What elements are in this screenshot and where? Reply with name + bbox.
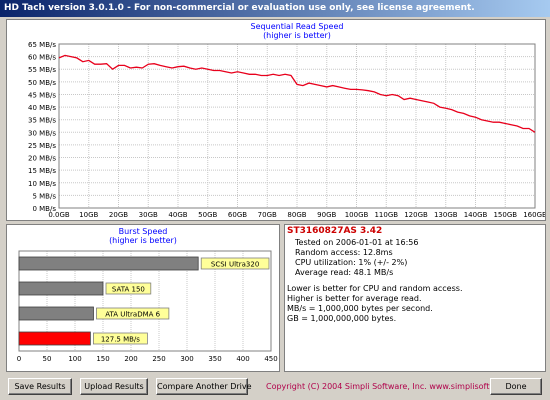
burst-bar-label: 127.5 MB/s — [101, 336, 140, 344]
x-tick-label: 200 — [124, 355, 137, 363]
chart-subtitle: (higher is better) — [109, 236, 177, 245]
x-tick-label: 140GB — [464, 211, 488, 219]
y-tick-label: 25 MB/s — [28, 142, 56, 150]
x-tick-label: 400 — [236, 355, 249, 363]
x-tick-label: 60GB — [228, 211, 247, 219]
x-tick-label: 0 — [17, 355, 21, 363]
x-tick-label: 150 — [96, 355, 109, 363]
x-tick-label: 10GB — [79, 211, 98, 219]
y-tick-label: 50 MB/s — [28, 79, 56, 87]
burst-bar — [18, 331, 91, 346]
x-tick-label: 20GB — [109, 211, 128, 219]
note-line: Higher is better for average read. — [287, 294, 422, 303]
y-tick-label: 35 MB/s — [28, 117, 56, 125]
read-speed-line — [58, 54, 536, 133]
x-tick-label: 150GB — [493, 211, 517, 219]
x-tick-label: 110GB — [374, 211, 398, 219]
y-tick-label: 0 MB/s — [32, 205, 56, 213]
x-tick-label: 50 — [43, 355, 52, 363]
burst-bar-label-box — [93, 332, 148, 345]
y-tick-label: 15 MB/s — [28, 167, 56, 175]
x-tick-label: 250 — [152, 355, 165, 363]
x-tick-label: 450 — [264, 355, 277, 363]
y-tick-label: 20 MB/s — [28, 155, 56, 163]
x-tick-label: 70GB — [258, 211, 277, 219]
compare-another-drive-button[interactable]: Compare Another Drive — [156, 378, 252, 395]
y-tick-label: 45 MB/s — [28, 91, 56, 99]
x-tick-label: 120GB — [404, 211, 428, 219]
x-tick-label: 300 — [180, 355, 193, 363]
plot-frame — [58, 43, 536, 209]
burst-bar-label-box — [200, 257, 270, 270]
y-tick-label: 60 MB/s — [28, 54, 56, 62]
burst-bar-label: SATA 150 — [112, 286, 145, 294]
note-line: GB = 1,000,000,000 bytes. — [287, 314, 397, 323]
burst-bar-label: ATA UltraDMA 6 — [105, 311, 160, 319]
x-tick-label: 40GB — [168, 211, 187, 219]
upload-results-button[interactable]: Upload Results — [80, 378, 148, 395]
y-tick-label: 5 MB/s — [32, 192, 56, 200]
x-tick-label: 130GB — [434, 211, 458, 219]
x-tick-label: 50GB — [198, 211, 217, 219]
chart-subtitle: (higher is better) — [263, 31, 331, 40]
burst-bar — [18, 256, 199, 271]
chart-title: Burst Speed — [119, 227, 168, 236]
copyright-text: Copyright (C) 2004 Simpli Software, Inc.… — [266, 382, 529, 391]
note-line: MB/s = 1,000,000 bytes per second. — [287, 304, 433, 313]
x-tick-label: 80GB — [287, 211, 306, 219]
x-tick-label: 0.0GB — [48, 211, 70, 219]
chart-title: Sequential Read Speed — [251, 22, 344, 31]
done-button[interactable]: Done — [490, 378, 542, 395]
x-tick-label: 350 — [208, 355, 221, 363]
x-tick-label: 90GB — [317, 211, 336, 219]
drive-info-panel: ST3160827AS 3.42 Tested on 2006-01-01 at… — [284, 224, 546, 372]
sequential-read-chart: Sequential Read Speed(higher is better) 0… — [28, 22, 547, 219]
sequential-read-panel: Sequential Read Speed (higher is better) 0… — [6, 19, 547, 221]
burst-bar-label: SCSI Ultra320 — [211, 261, 259, 269]
x-tick-label: 100GB — [345, 211, 369, 219]
cpu-utilization: CPU utilization: 1% (+/- 2%) — [295, 258, 408, 267]
note-line: Lower is better for CPU and random acces… — [287, 284, 463, 293]
random-access: Random access: 12.8ms — [295, 248, 393, 257]
y-tick-label: 55 MB/s — [28, 66, 56, 74]
y-tick-label: 40 MB/s — [28, 104, 56, 112]
burst-speed-panel: Burst Speed (higher is better) 0 50 100 150 20… — [6, 224, 280, 372]
y-tick-label: 30 MB/s — [28, 129, 56, 137]
burst-bar — [18, 281, 104, 296]
plot-frame — [18, 250, 272, 352]
x-tick-label: 30GB — [139, 211, 158, 219]
burst-bar-label-box — [105, 282, 152, 295]
x-tick-label: 160GB — [523, 211, 545, 219]
window-title-bar: HD Tach version 3.0.1.0 - For non-commer… — [0, 0, 550, 17]
x-tick-label: 100 — [68, 355, 81, 363]
drive-name: ST3160827AS 3.42 — [287, 226, 383, 236]
y-tick-label: 65 MB/s — [28, 41, 56, 49]
burst-bar-label-box — [96, 307, 170, 320]
save-results-button[interactable]: Save Results — [8, 378, 72, 395]
tested-date: Tested on 2006-01-01 at 16:56 — [295, 238, 419, 247]
burst-bar — [18, 306, 94, 321]
burst-speed-chart: Burst Speed(higher is better) 0 50 100 150 20… — [17, 227, 278, 363]
y-tick-label: 10 MB/s — [28, 180, 56, 188]
average-read: Average read: 48.1 MB/s — [295, 268, 394, 277]
